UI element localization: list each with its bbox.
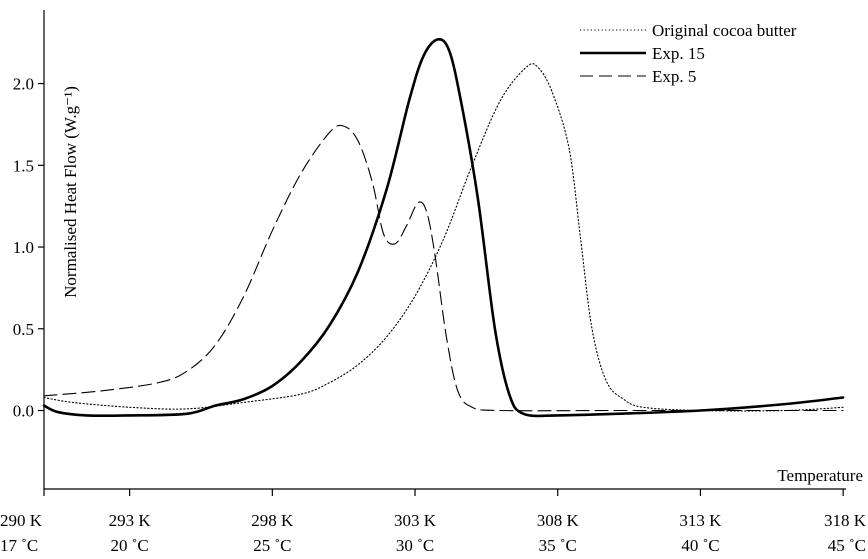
legend-label-exp5: Exp. 5 (652, 67, 696, 86)
y-axis-ticks: 0.0 0.5 1.0 1.5 2.0 (13, 75, 44, 421)
series-line-dotted (44, 64, 843, 411)
legend-label-original: Original cocoa butter (652, 21, 797, 40)
y-tick-label: 1.0 (13, 238, 34, 257)
x-tick-label-kelvin: 308 K (537, 511, 580, 530)
y-tick-label: 2.0 (13, 75, 34, 94)
series-layer (44, 39, 843, 416)
x-tick-label-celsius: 25 ˚C (253, 536, 291, 555)
x-tick-label-kelvin: 298 K (251, 511, 294, 530)
series-line-dashed (44, 125, 843, 410)
x-axis-ticks: 290 K 17 ˚C 293 K 20 ˚C 298 K 25 ˚C 303 K 30 ˚C… (0, 489, 867, 555)
y-tick-label: 1.5 (13, 156, 34, 175)
x-axis-title: Temperature (777, 466, 863, 485)
x-tick-label-celsius: 30 ˚C (396, 536, 434, 555)
legend-label-exp15: Exp. 15 (652, 44, 705, 63)
x-tick-label-celsius: 17 ˚C (0, 536, 38, 555)
x-tick-label-celsius: 35 ˚C (539, 536, 577, 555)
x-tick-label-kelvin: 313 K (679, 511, 722, 530)
y-axis-title: Normalised Heat Flow (W.g⁻¹) (61, 86, 80, 298)
x-tick-label-kelvin: 303 K (394, 511, 437, 530)
x-tick-label-kelvin: 290 K (0, 511, 43, 530)
x-tick-label-celsius: 45 ˚C (828, 536, 866, 555)
x-tick-label-kelvin: 318 K (824, 511, 867, 530)
y-tick-label: 0.0 (13, 402, 34, 421)
x-tick-label-celsius: 20 ˚C (110, 536, 148, 555)
x-tick-label-kelvin: 293 K (109, 511, 152, 530)
series-line-solid (44, 39, 843, 416)
x-tick-label-celsius: 40 ˚C (681, 536, 719, 555)
y-tick-label: 0.5 (13, 320, 34, 339)
legend: Original cocoa butter Exp. 15 Exp. 5 (580, 21, 797, 86)
